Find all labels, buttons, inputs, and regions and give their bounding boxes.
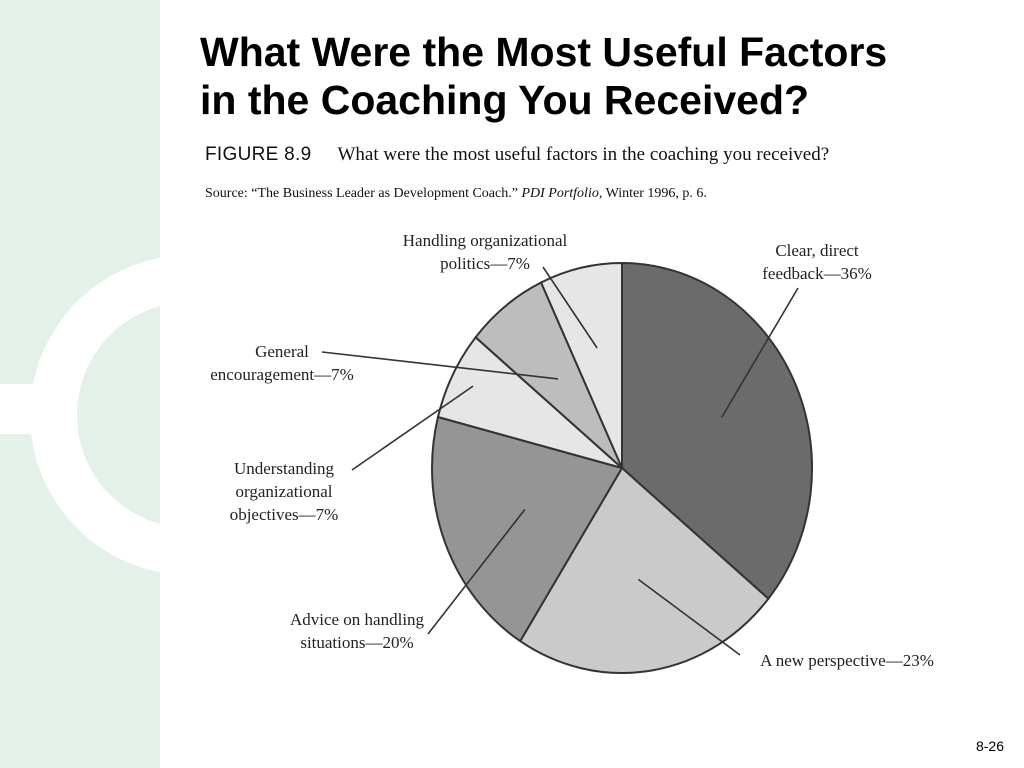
leader-line-2 — [637, 578, 741, 656]
background-ring-arc — [30, 255, 190, 575]
pie-slice-6 — [539, 261, 623, 469]
leader-line-6 — [542, 266, 598, 349]
leader-line-1 — [721, 287, 799, 418]
leader-line-5 — [321, 351, 559, 380]
figure-question: What were the most useful factors in the… — [337, 144, 830, 165]
pie-slice-1 — [621, 261, 814, 601]
slide-title-line-1: What Were the Most Useful Factors — [200, 29, 888, 75]
slice-label-line: Clear, direct — [775, 241, 859, 260]
slice-label-line: A new perspective—23% — [760, 651, 934, 670]
background-gap-top — [160, 0, 190, 255]
source-suffix: Winter 1996, p. 6. — [605, 186, 707, 201]
figure-source: Source: “The Business Leader as Developm… — [205, 186, 707, 202]
pie-slice-3 — [431, 415, 624, 643]
slice-label-line: organizational — [236, 482, 333, 501]
slice-label-1: Clear, direct feedback—36% — [762, 241, 872, 283]
background-decoration — [0, 0, 190, 768]
slice-label-line: encouragement—7% — [210, 365, 354, 384]
source-publication: PDI Portfolio, — [521, 186, 603, 201]
page-number: 8-26 — [975, 738, 1004, 754]
pie-slices — [431, 261, 814, 674]
slice-label-line: Handling organizational — [403, 231, 568, 250]
slice-label-line: feedback—36% — [762, 264, 872, 283]
pie-labels: Clear, direct feedback—36% A new perspecti… — [210, 231, 934, 670]
pie-slice-2 — [518, 466, 770, 674]
slice-label-6: Handling organizational politics—7% — [403, 231, 568, 273]
source-prefix: Source: “The Business Leader as Developm… — [205, 186, 518, 201]
slice-label-3: Advice on handling situations—20% — [290, 610, 425, 652]
figure-label: FIGURE 8.9 — [205, 144, 312, 165]
background-gap-bottom — [160, 575, 190, 768]
slide-title-line-2: in the Coaching You Received? — [200, 77, 810, 123]
slice-label-2: A new perspective—23% — [760, 651, 934, 670]
slice-label-line: Advice on handling — [290, 610, 425, 629]
slice-label-line: Understanding — [234, 459, 335, 478]
slice-label-line: situations—20% — [300, 633, 413, 652]
slice-label-line: politics—7% — [440, 254, 530, 273]
figure-heading: FIGURE 8.9 What were the most useful fac… — [205, 144, 829, 166]
leader-line-3 — [427, 509, 526, 635]
slice-label-line: objectives—7% — [230, 505, 339, 524]
background-notch — [0, 384, 50, 434]
slide-title: What Were the Most Useful Factors in the… — [200, 28, 887, 124]
slice-label-line: General — [255, 342, 309, 361]
leader-line-4 — [351, 385, 474, 471]
slice-label-4: Understanding organizational objectives—7% — [230, 459, 339, 524]
slice-label-5: General encouragement—7% — [210, 342, 354, 384]
